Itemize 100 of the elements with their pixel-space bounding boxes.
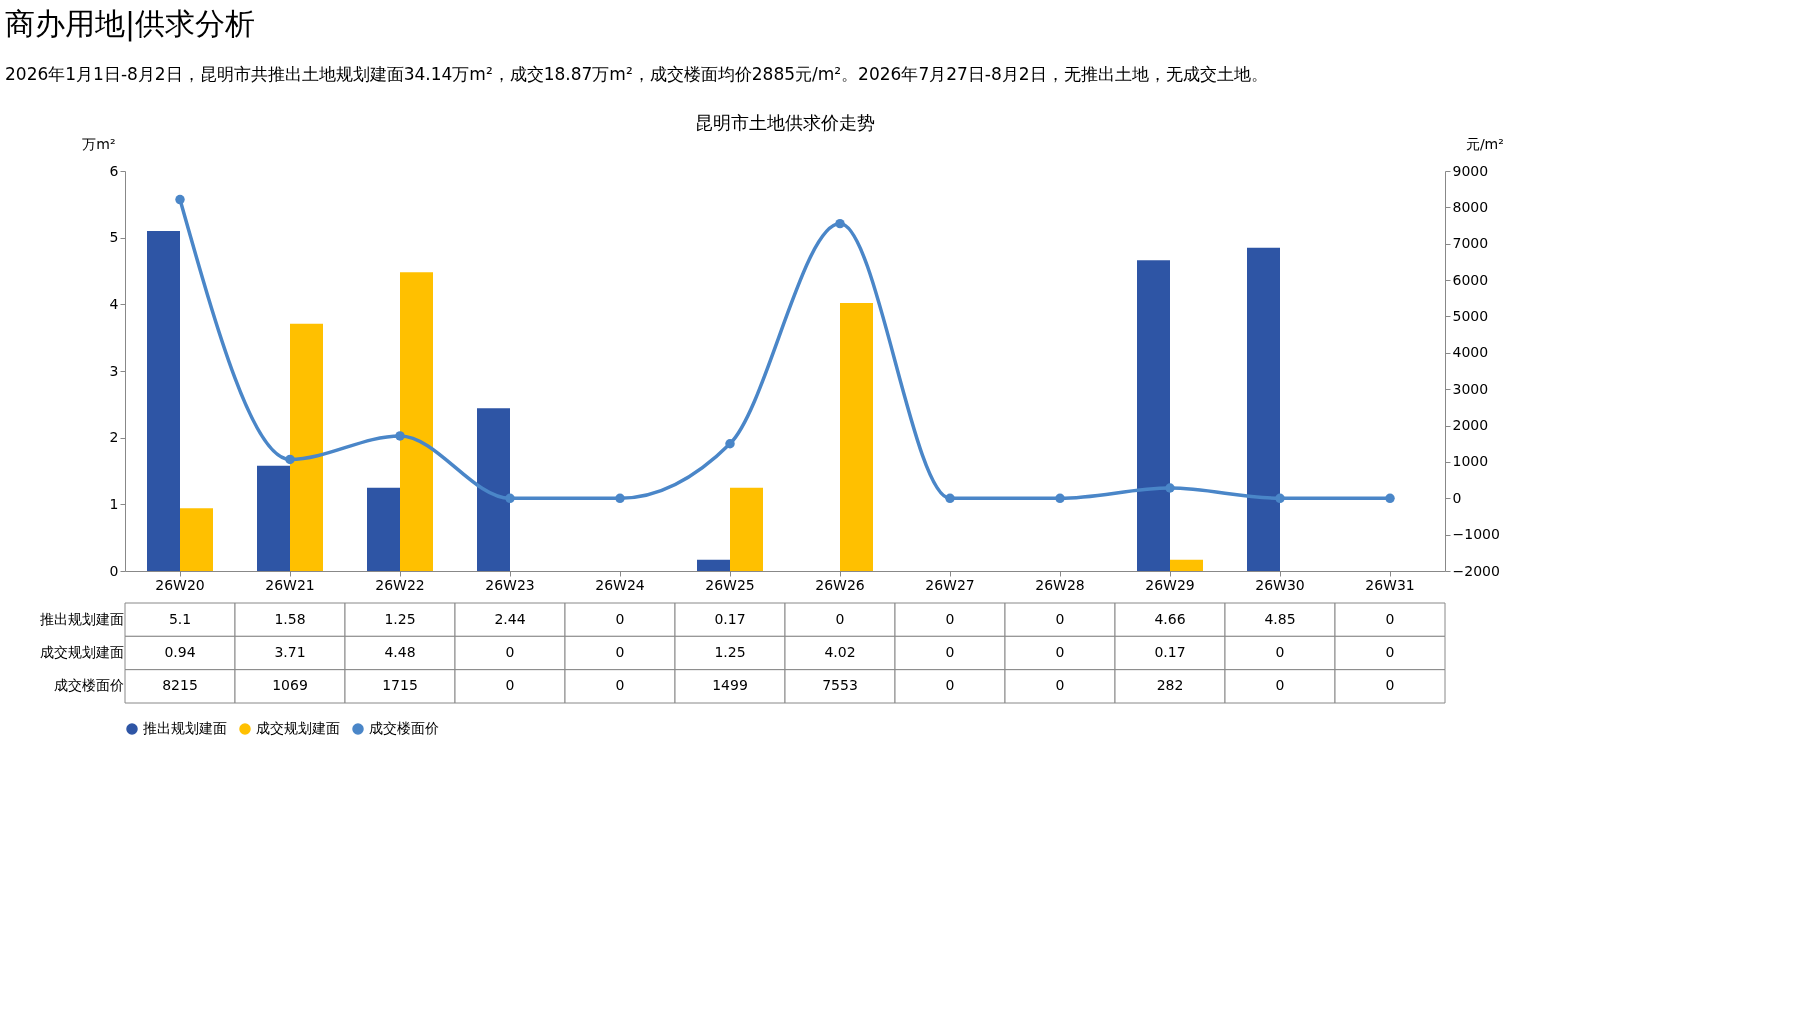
text: 成交楼面价: [53, 677, 124, 694]
data-label: 0: [1055, 610, 1065, 627]
legend-label: 成交楼面价: [369, 720, 439, 736]
y2-tick-label: 1000: [1452, 453, 1489, 470]
y-tick-label: 5: [109, 229, 119, 246]
data-label: 1.25: [714, 644, 746, 660]
y2-tick-label: 0: [1452, 489, 1462, 506]
data-label: 4.48: [384, 644, 416, 660]
point: [1385, 493, 1395, 504]
y-tick-label: 0: [109, 562, 119, 579]
y2-tick-label: 8000: [1452, 198, 1489, 215]
data-label: 0: [1275, 644, 1285, 660]
text: 成交规划建面: [39, 644, 124, 660]
bar: [180, 508, 213, 571]
data-label: 282: [1156, 677, 1184, 694]
y2-tick-label: 2000: [1452, 417, 1489, 434]
data-label: 0: [615, 610, 625, 627]
data-label: 0: [615, 677, 625, 694]
data-label: 0: [1385, 644, 1395, 660]
data-label: 0.17: [714, 610, 746, 627]
point: [1165, 483, 1175, 493]
y2-tick-label: 4000: [1452, 344, 1489, 361]
data-label: 0.17: [1154, 644, 1186, 660]
bar: [400, 272, 433, 571]
data-label: 0: [1385, 610, 1395, 627]
y2-tick-label: 9000: [1452, 162, 1489, 179]
y-tick-label: 1: [109, 495, 119, 512]
data-label: 0: [835, 610, 845, 627]
data-label: 8215: [162, 677, 198, 694]
y2-tick-label: −2000: [1452, 562, 1500, 579]
chart-title: 昆明市土地供求价走势: [695, 112, 875, 133]
y-tick-label: 3: [109, 362, 119, 379]
bar: [697, 559, 730, 571]
x-tick-label: 26W20: [155, 576, 205, 593]
bar: [1247, 247, 1280, 571]
data-label: 2.44: [494, 610, 526, 627]
text: 商办用地|供求分析: [5, 6, 256, 42]
bar: [290, 323, 323, 571]
x-tick-label: 26W22: [375, 576, 425, 593]
bar: [477, 408, 510, 571]
data-label: 7553: [822, 677, 858, 694]
y-tick-label: 6: [109, 162, 119, 179]
x-tick-label: 26W31: [1365, 576, 1415, 593]
y2-tick-label: 3000: [1452, 380, 1489, 397]
bar: [147, 231, 180, 571]
data-label: 4.02: [824, 644, 856, 660]
bar: [840, 303, 873, 571]
x-tick-label: 26W28: [1035, 576, 1085, 593]
data-label: 0: [1385, 677, 1395, 694]
point: [395, 431, 405, 441]
bar: [367, 487, 400, 571]
data-label: 4.85: [1264, 610, 1296, 627]
point: [615, 493, 625, 504]
x-tick-label: 26W27: [925, 576, 975, 593]
point: [505, 493, 515, 504]
point: [725, 439, 735, 449]
data-label: 5.1: [168, 610, 192, 627]
y2-axis-title: 元/m²: [1465, 135, 1504, 152]
y2-tick-label: 6000: [1452, 271, 1489, 288]
point: [945, 493, 955, 504]
data-label: 0: [945, 644, 955, 660]
data-label: 0: [505, 644, 515, 660]
y-tick-label: 2: [109, 429, 119, 446]
data-label: 1715: [382, 677, 418, 694]
bar: [1137, 260, 1170, 571]
bar: [257, 465, 290, 571]
x-tick-label: 26W25: [705, 576, 755, 593]
x-tick-label: 26W24: [595, 576, 645, 593]
data-label: 1069: [272, 677, 308, 694]
y2-tick-label: 7000: [1452, 235, 1489, 252]
x-tick-label: 26W29: [1145, 576, 1195, 593]
data-label: 3.71: [274, 644, 306, 660]
data-label: 1499: [712, 677, 748, 694]
point: [285, 454, 295, 465]
text: 推出规划建面: [39, 610, 124, 627]
y-tick-label: 4: [109, 295, 119, 312]
point: [835, 218, 845, 229]
data-label: 1.25: [384, 610, 416, 627]
point: [175, 194, 185, 205]
data-label: 0: [1275, 677, 1285, 694]
data-label: 0.94: [164, 644, 196, 660]
legend-label: 推出规划建面: [143, 720, 227, 736]
data-label: 0: [505, 677, 515, 694]
x-tick-label: 26W21: [265, 576, 315, 593]
x-tick-label: 26W26: [815, 576, 865, 593]
data-label: 0: [615, 644, 625, 660]
y2-tick-label: −1000: [1452, 526, 1500, 543]
point: [1055, 493, 1065, 504]
y-axis-title: 万m²: [82, 135, 116, 152]
data-label: 0: [945, 677, 955, 694]
data-label: 1.58: [274, 610, 306, 627]
y2-tick-label: 5000: [1452, 307, 1489, 324]
data-label: 0: [1055, 644, 1065, 660]
point: [1275, 493, 1285, 504]
legend-label: 成交规划建面: [256, 720, 340, 736]
text: 2026年1月1日-8月2日，昆明市共推出土地规划建面34.14万m²，成交18.87万m²，成交楼面均价2885元/m²。2026年7月27日-8月2日，无推出土地，无成交土地。: [5, 64, 1268, 84]
x-tick-label: 26W30: [1255, 576, 1305, 593]
bar: [1170, 559, 1203, 571]
data-label: 0: [1055, 677, 1065, 694]
data-label: 0: [945, 610, 955, 627]
